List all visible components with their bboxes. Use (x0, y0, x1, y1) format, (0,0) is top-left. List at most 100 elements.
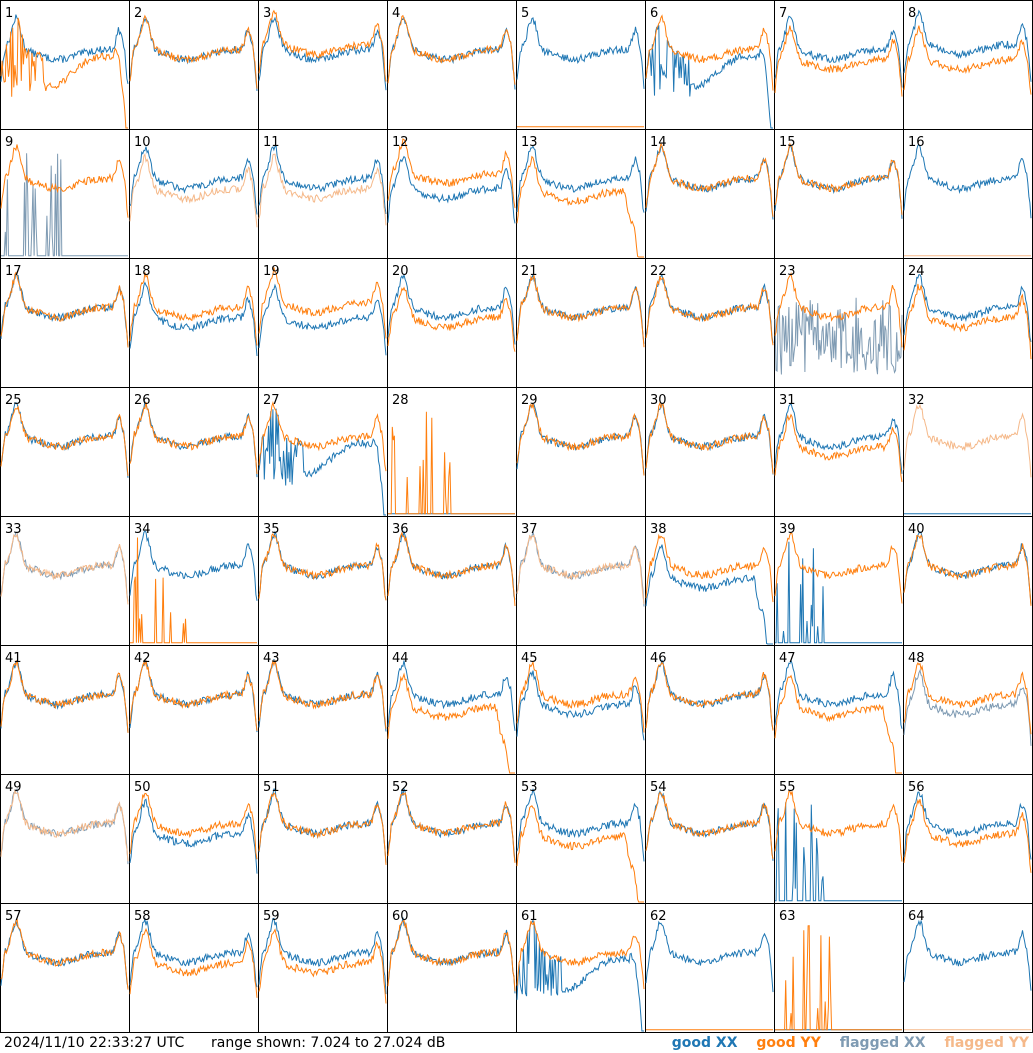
antenna-panel-8: 8 (903, 0, 1033, 130)
series-xx (516, 145, 645, 213)
panel-label: 30 (650, 393, 667, 408)
series-xx (775, 541, 902, 644)
series-yy (258, 9, 387, 82)
antenna-panel-13: 13 (516, 129, 646, 259)
series-yy (387, 791, 516, 863)
antenna-panel-10: 10 (129, 129, 259, 259)
antenna-panel-59: 59 (258, 903, 388, 1033)
antenna-panel-11: 11 (258, 129, 388, 259)
panel-frame (258, 0, 388, 130)
panel-label: 26 (134, 393, 151, 408)
series-yy (0, 144, 129, 218)
series-yy (516, 805, 644, 903)
series-yy (903, 661, 1032, 735)
panel-label: 15 (779, 135, 796, 150)
antenna-panel-34: 34 (129, 516, 259, 646)
series-yy (387, 918, 516, 992)
series-xx (387, 155, 516, 224)
panel-label: 23 (779, 264, 796, 279)
antenna-panel-43: 43 (258, 645, 388, 775)
antenna-panel-29: 29 (516, 387, 646, 517)
series-yy (516, 920, 645, 990)
series-xx (0, 787, 129, 865)
series-yy (516, 534, 645, 605)
panel-frame (645, 0, 775, 130)
legend: good XX good YY flagged XX flagged YY (658, 1035, 1029, 1051)
antenna-panel-61: 61 (516, 903, 646, 1033)
series-yy (774, 272, 903, 348)
series-xx (516, 670, 645, 741)
series-yy (774, 790, 903, 862)
antenna-panel-36: 36 (387, 516, 517, 646)
panel-label: 59 (263, 909, 280, 924)
antenna-panel-6: 6 (645, 0, 775, 130)
series-yy (903, 534, 1032, 606)
series-yy (388, 411, 515, 515)
series-xx (258, 788, 387, 863)
antenna-panel-15: 15 (774, 129, 904, 259)
panel-label: 42 (134, 651, 151, 666)
panel-label: 39 (779, 522, 796, 537)
series-xx (387, 273, 516, 345)
panel-label: 54 (650, 780, 667, 795)
legend-flagged-xx: flagged XX (839, 1035, 926, 1051)
series-yy (775, 925, 902, 1031)
antenna-panel-7: 7 (774, 0, 904, 130)
panel-label: 48 (908, 651, 925, 666)
series-yy (129, 402, 258, 475)
series-yy (387, 286, 516, 352)
antenna-panel-37: 37 (516, 516, 646, 646)
series-xx (387, 917, 516, 994)
series-xx (775, 802, 902, 902)
series-yy (645, 14, 774, 91)
series-xx (903, 668, 1032, 746)
antenna-panel-35: 35 (258, 516, 388, 646)
series-xx (387, 660, 516, 731)
series-yy (516, 275, 645, 348)
antenna-panel-1: 1 (0, 0, 130, 130)
panel-label: 5 (521, 6, 529, 21)
panel-label: 61 (521, 909, 538, 924)
antenna-panel-26: 26 (129, 387, 259, 517)
panel-label: 2 (134, 6, 142, 21)
series-yy (258, 533, 387, 601)
antenna-panel-19: 19 (258, 258, 388, 388)
series-xx (129, 281, 258, 357)
antenna-panel-52: 52 (387, 774, 517, 904)
antenna-panel-48: 48 (903, 645, 1033, 775)
antenna-panel-20: 20 (387, 258, 517, 388)
series-xx (0, 659, 129, 733)
series-yy (645, 533, 774, 603)
series-yy (516, 403, 645, 476)
panel-label: 46 (650, 651, 667, 666)
series-yy (0, 789, 129, 862)
series-xx (387, 787, 516, 863)
antenna-panel-12: 12 (387, 129, 517, 259)
panel-label: 22 (650, 264, 667, 279)
series-yy (645, 661, 774, 731)
antenna-panel-3: 3 (258, 0, 388, 130)
series-xx (129, 146, 258, 215)
series-xx (645, 920, 774, 993)
panel-label: 33 (5, 522, 22, 537)
panel-label: 58 (134, 909, 151, 924)
panel-frame (516, 0, 646, 130)
series-xx (516, 531, 645, 607)
series-xx (129, 530, 258, 601)
legend-good-yy: good YY (756, 1035, 821, 1051)
series-xx (903, 274, 1032, 343)
panel-label: 37 (521, 522, 538, 537)
antenna-panel-60: 60 (387, 903, 517, 1033)
series-xx (129, 16, 258, 91)
legend-flagged-yy: flagged YY (944, 1035, 1029, 1051)
antenna-panel-25: 25 (0, 387, 130, 517)
series-yy (0, 405, 129, 476)
panel-label: 3 (263, 6, 271, 21)
series-yy (0, 659, 129, 733)
legend-good-xx: good XX (671, 1035, 738, 1051)
series-xx (774, 15, 903, 88)
series-yy (129, 660, 258, 731)
antenna-panel-2: 2 (129, 0, 259, 130)
panel-label: 38 (650, 522, 667, 537)
panel-frame (0, 0, 130, 130)
